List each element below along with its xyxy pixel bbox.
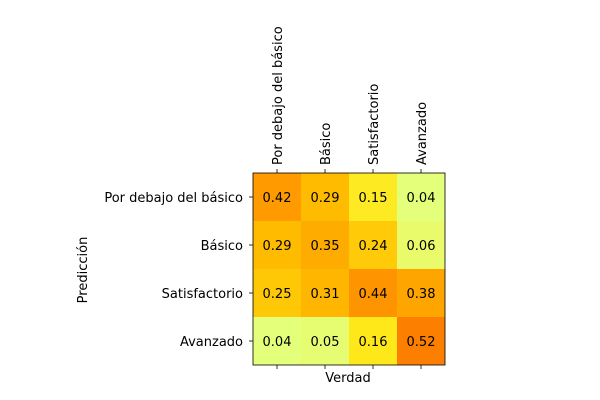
cell-value-label: 0.44 [359, 287, 388, 302]
cell-value-label: 0.24 [359, 239, 388, 254]
heatmap-cell [397, 221, 445, 269]
heatmap-cell [397, 269, 445, 317]
y-tick-label: Básico [201, 239, 243, 254]
cell-value-label: 0.35 [311, 239, 340, 254]
heatmap-cells: 0.42 0.29 0.15 0.04 0.29 0.35 0.24 0.06 0.25 0.31… [253, 173, 445, 365]
y-tick-label: Avanzado [180, 335, 243, 350]
heatmap-cell [349, 221, 397, 269]
x-tick-label: Por debajo del básico [271, 26, 286, 165]
heatmap-cell [253, 269, 301, 317]
heatmap-cell [253, 173, 301, 221]
plot-frame [252, 172, 446, 366]
cell-value-label: 0.04 [263, 335, 292, 350]
cell-value-label: 0.29 [263, 239, 292, 254]
y-tick-label: Satisfactorio [162, 287, 243, 302]
heatmap-cell [349, 173, 397, 221]
heatmap-cell [301, 269, 349, 317]
heatmap-cell [301, 173, 349, 221]
heatmap-cell [253, 221, 301, 269]
y-axis-ticks: Por debajo del básico Básico Satisfactorio… [104, 191, 253, 350]
y-tick-label: Por debajo del básico [104, 191, 243, 206]
cell-value-label: 0.42 [263, 191, 292, 206]
cell-value-label: 0.31 [311, 287, 340, 302]
heatmap-cell [301, 317, 349, 365]
cell-value-label: 0.06 [407, 239, 436, 254]
cell-value-label: 0.15 [359, 191, 388, 206]
x-axis-label: Verdad [325, 371, 370, 386]
heatmap-cell [349, 317, 397, 365]
cell-value-label: 0.05 [311, 335, 340, 350]
heatmap-cell [349, 269, 397, 317]
heatmap-cell [253, 317, 301, 365]
x-tick-label: Satisfactorio [367, 84, 382, 165]
heatmap-cell [397, 173, 445, 221]
heatmap-cell [301, 221, 349, 269]
x-axis-bottom-ticks [276, 365, 422, 369]
cell-value-label: 0.16 [359, 335, 388, 350]
x-axis-top-ticks: Por debajo del básico Básico Satisfactorio… [271, 26, 430, 173]
x-tick-label: Básico [319, 123, 334, 165]
heatmap-cell [397, 317, 445, 365]
cell-value-label: 0.52 [407, 335, 436, 350]
x-tick-label: Avanzado [415, 102, 430, 165]
cell-value-label: 0.29 [311, 191, 340, 206]
y-axis-label: Predicción [76, 237, 91, 304]
cell-value-label: 0.38 [407, 287, 436, 302]
cell-value-label: 0.25 [263, 287, 292, 302]
cell-value-label: 0.04 [407, 191, 436, 206]
